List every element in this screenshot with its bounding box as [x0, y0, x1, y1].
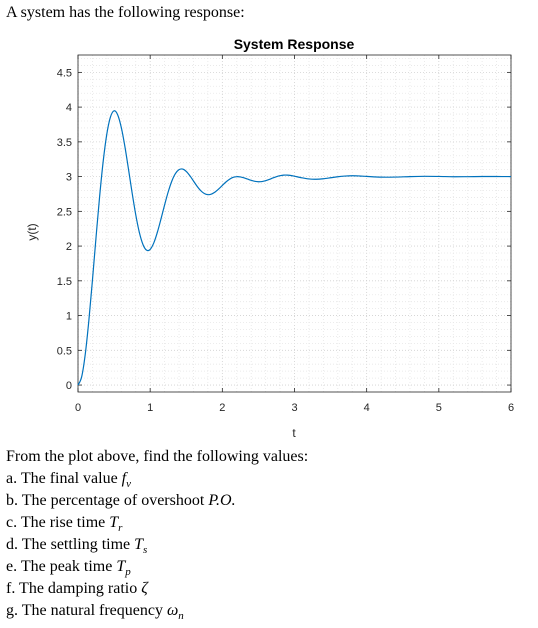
x-tick-labels: 0 1 2 3 4 5 6	[75, 402, 514, 414]
item-text: The final value	[20, 470, 118, 487]
item-letter: d.	[6, 536, 18, 553]
y-tick-label: 3.5	[57, 137, 72, 149]
item-symbol: T	[116, 558, 126, 575]
item-text: The damping ratio	[19, 580, 138, 597]
question-intro: From the plot above, find the following …	[6, 448, 309, 465]
item-letter: f.	[6, 580, 16, 597]
intro-text: A system has the following response:	[6, 4, 245, 21]
system-response-chart: 0 1 2 3 4 5 6 0 0.5 1 1.5 2 2.5 3 3.5 4 4.5 System Resp…	[25, 36, 514, 440]
y-tick-label: 4.5	[57, 67, 72, 79]
item-subscript: p	[125, 566, 131, 578]
y-tick-label: 1.5	[57, 276, 72, 288]
item-subscript: v	[126, 478, 132, 490]
question-item: c. The rise time Tr	[6, 514, 122, 534]
y-tick-label: 1	[66, 311, 72, 323]
item-letter: a.	[6, 470, 18, 487]
question-item: b. The percentage of overshoot P.O.	[6, 492, 236, 510]
x-tick-label: 4	[364, 402, 370, 414]
item-subscript: r	[118, 522, 123, 534]
item-symbol: ω	[166, 602, 179, 619]
y-tick-label: 3	[66, 172, 72, 184]
item-symbol: f	[121, 470, 127, 487]
question-item: a. The final value fv	[6, 470, 131, 490]
item-symbol: P.O.	[208, 492, 236, 509]
y-tick-labels: 0 0.5 1 1.5 2 2.5 3 3.5 4 4.5	[57, 67, 72, 392]
item-text: The peak time	[20, 558, 113, 575]
x-tick-label: 2	[219, 402, 225, 414]
y-tick-label: 4	[66, 102, 72, 114]
plot-border	[77, 54, 512, 393]
x-axis-label: t	[292, 426, 296, 440]
x-tick-label: 3	[291, 402, 297, 414]
item-subscript: s	[143, 544, 148, 556]
y-axis-label: y(t)	[25, 223, 39, 240]
item-letter: c.	[6, 514, 18, 531]
x-tick-label: 6	[508, 402, 514, 414]
y-tick-label: 0	[66, 380, 72, 392]
item-symbol: T	[134, 536, 144, 553]
x-tick-label: 5	[436, 402, 442, 414]
item-text: The percentage of overshoot	[21, 492, 205, 509]
item-letter: g.	[6, 602, 18, 619]
y-tick-label: 2	[66, 241, 72, 253]
question-item: d. The settling time Ts	[6, 536, 147, 556]
y-tick-label: 2.5	[57, 206, 72, 218]
question-item: e. The peak time Tp	[6, 558, 131, 578]
chart-title: System Response	[234, 36, 355, 52]
item-letter: e.	[6, 558, 18, 575]
item-symbol: T	[109, 514, 119, 531]
response-line	[77, 110, 512, 386]
x-tick-label: 1	[147, 402, 153, 414]
y-tick-label: 0.5	[57, 345, 72, 357]
grid	[77, 55, 512, 392]
question-item: g. The natural frequency ωn	[6, 602, 184, 622]
item-text: The settling time	[21, 536, 131, 553]
item-letter: b.	[6, 492, 18, 509]
item-symbol: ζ	[141, 580, 148, 597]
item-subscript: n	[178, 610, 184, 622]
question-item: f. The damping ratio ζ	[6, 580, 148, 598]
x-tick-label: 0	[75, 402, 81, 414]
item-text: The rise time	[20, 514, 106, 531]
item-text: The natural frequency	[21, 602, 163, 619]
